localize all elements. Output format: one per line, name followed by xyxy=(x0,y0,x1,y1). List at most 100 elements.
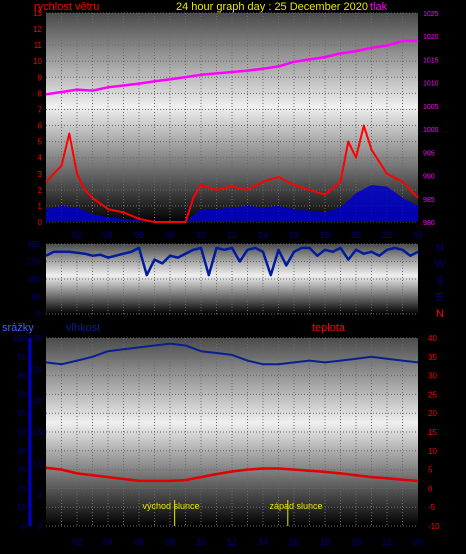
y-tick-label-humidity: 10 xyxy=(33,459,42,468)
x-tick-label-bottom: 12 xyxy=(227,537,237,547)
sunrise-annotation: východ slunce xyxy=(142,501,199,511)
x-tick-label-bottom: 08 xyxy=(165,537,175,547)
y-tick-label-temperature: 5 xyxy=(428,466,433,475)
x-tick-label-top: 22 xyxy=(382,230,392,240)
y-tick-label-wind: 6 xyxy=(38,122,43,131)
y-tick-label-rain: 10 xyxy=(17,503,26,512)
y-tick-label-humidity: 20 xyxy=(33,397,42,406)
pressure-series-line xyxy=(45,39,418,96)
chart-marks xyxy=(45,39,419,526)
y-tick-label-wind: 4 xyxy=(38,154,43,163)
y-tick-label-wind: 3 xyxy=(38,170,43,179)
y-tick-label-temperature: 40 xyxy=(428,334,437,343)
compass-label: E xyxy=(436,292,443,304)
y-tick-label-humidity: 15 xyxy=(33,428,42,437)
y-tick-label-pressure: 1015 xyxy=(423,57,439,64)
y-tick-label-rain: 70 xyxy=(17,390,26,399)
x-tick-label-bottom: 20 xyxy=(351,537,361,547)
temperature-axis-title: teplota xyxy=(312,322,346,334)
pressure-axis-title: tlak xyxy=(370,1,388,13)
compass-label: N xyxy=(436,308,444,320)
y-tick-label-humidity: 25 xyxy=(33,365,42,374)
y-tick-label-rain: 20 xyxy=(17,484,26,493)
y-tick-label-temperature: 30 xyxy=(428,372,437,381)
y-tick-label-temperature: 0 xyxy=(428,484,433,493)
y-tick-label-temperature: 15 xyxy=(428,428,437,437)
x-tick-label-bottom: 00 xyxy=(413,537,423,547)
x-tick-label-bottom: 22 xyxy=(382,537,392,547)
x-tick-label-top: 08 xyxy=(165,230,175,240)
y-tick-label-rain: 60 xyxy=(17,409,26,418)
x-tick-label-top: 18 xyxy=(320,230,330,240)
compass-label: W xyxy=(435,259,446,271)
x-tick-label-top: 20 xyxy=(351,230,361,240)
y-tick-label-wind: 9 xyxy=(38,73,43,82)
y-tick-label-humidity: 5 xyxy=(38,491,43,500)
y-tick-label-wind: 5 xyxy=(38,138,43,147)
x-tick-label-top: 06 xyxy=(134,230,144,240)
y-tick-label-pressure: 1010 xyxy=(423,81,439,88)
x-tick-label-bottom: 10 xyxy=(196,537,206,547)
y-tick-label-temperature: 25 xyxy=(428,390,437,399)
y-tick-label-rain: 40 xyxy=(17,447,26,456)
y-tick-label-wind: 7 xyxy=(38,105,43,114)
y-tick-label-temperature: 10 xyxy=(428,447,437,456)
y-tick-label-rain: 30 xyxy=(17,466,26,475)
y-tick-label-rain: 80 xyxy=(17,372,26,381)
y-tick-label-pressure: 985 xyxy=(423,197,435,204)
y-tick-label-wind: 2 xyxy=(38,186,43,195)
rain-axis-title: srážky xyxy=(2,322,34,334)
y-tick-label-rain: 100 xyxy=(13,334,27,343)
sunset-annotation: západ slunce xyxy=(269,501,322,511)
y-tick-label-rain: 90 xyxy=(17,353,26,362)
y-tick-label-wind: 8 xyxy=(38,89,43,98)
y-tick-label-direction: 180 xyxy=(27,275,41,284)
y-tick-label-humidity: 30 xyxy=(33,334,42,343)
y-tick-label-wind: 12 xyxy=(33,25,42,34)
x-tick-label-bottom: 04 xyxy=(103,537,113,547)
x-tick-label-bottom: 16 xyxy=(289,537,299,547)
x-tick-label-top: 02 xyxy=(72,230,82,240)
y-tick-label-direction: 90 xyxy=(31,293,40,302)
chart-title: 24 hour graph day : 25 December 2020 xyxy=(176,1,368,13)
y-tick-label-pressure: 980 xyxy=(423,220,435,227)
temperature-series-line xyxy=(45,466,419,483)
x-tick-label-bottom: 14 xyxy=(258,537,268,547)
x-tick-label-top: 12 xyxy=(227,230,237,240)
y-tick-label-rain: 50 xyxy=(17,428,26,437)
x-tick-label-top: 14 xyxy=(258,230,268,240)
gust-series-area xyxy=(46,185,418,222)
y-tick-label-rain: 0 xyxy=(22,522,27,531)
grid-lines xyxy=(46,12,418,527)
y-tick-label-pressure: 1000 xyxy=(423,127,439,134)
y-tick-label-wind: 11 xyxy=(34,41,43,50)
y-tick-label-direction: 0 xyxy=(36,310,41,319)
wind-speed-series-line xyxy=(45,124,419,223)
y-tick-label-wind: 13 xyxy=(33,9,42,18)
compass-label: N xyxy=(436,242,444,254)
y-tick-label-pressure: 995 xyxy=(423,150,435,157)
x-tick-label-top: 04 xyxy=(103,230,113,240)
x-tick-label-top: 00 xyxy=(413,230,423,240)
y-tick-label-direction: 270 xyxy=(27,258,41,267)
y-tick-label-direction: 360 xyxy=(27,240,41,249)
compass-label: S xyxy=(436,275,443,287)
y-tick-label-pressure: 1025 xyxy=(423,11,439,18)
y-tick-label-temperature: 20 xyxy=(428,409,437,418)
x-tick-label-bottom: 18 xyxy=(320,537,330,547)
y-tick-label-temperature: -10 xyxy=(428,522,440,531)
x-tick-label-bottom: 06 xyxy=(134,537,144,547)
y-tick-label-pressure: 1005 xyxy=(423,104,439,111)
x-tick-label-top: 10 xyxy=(196,230,206,240)
humidity-series-line xyxy=(45,342,419,366)
x-tick-label-bottom: 02 xyxy=(72,537,82,547)
y-tick-label-wind: 0 xyxy=(38,218,43,227)
x-tick-label-top: 16 xyxy=(289,230,299,240)
y-tick-label-wind: 10 xyxy=(33,57,42,66)
y-tick-label-pressure: 1020 xyxy=(423,34,439,41)
humidity-axis-title: vlhkost xyxy=(66,322,100,334)
y-tick-label-pressure: 990 xyxy=(423,174,435,181)
